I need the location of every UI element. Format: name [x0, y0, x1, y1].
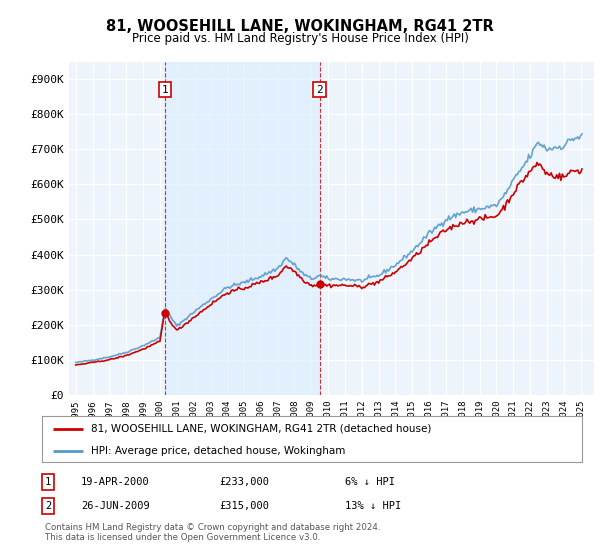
Text: 1: 1: [45, 477, 51, 487]
Text: 2: 2: [316, 85, 323, 95]
Text: £233,000: £233,000: [219, 477, 269, 487]
Text: £315,000: £315,000: [219, 501, 269, 511]
Bar: [165, 62, 320, 395]
Text: 13% ↓ HPI: 13% ↓ HPI: [345, 501, 401, 511]
Text: 2: 2: [45, 501, 51, 511]
Text: 19-APR-2000: 19-APR-2000: [81, 477, 150, 487]
Text: 81, WOOSEHILL LANE, WOKINGHAM, RG41 2TR (detached house): 81, WOOSEHILL LANE, WOKINGHAM, RG41 2TR …: [91, 424, 431, 434]
Text: Price paid vs. HM Land Registry's House Price Index (HPI): Price paid vs. HM Land Registry's House …: [131, 32, 469, 45]
Text: 26-JUN-2009: 26-JUN-2009: [81, 501, 150, 511]
Text: 6% ↓ HPI: 6% ↓ HPI: [345, 477, 395, 487]
Text: Contains HM Land Registry data © Crown copyright and database right 2024.
This d: Contains HM Land Registry data © Crown c…: [45, 523, 380, 543]
Text: 81, WOOSEHILL LANE, WOKINGHAM, RG41 2TR: 81, WOOSEHILL LANE, WOKINGHAM, RG41 2TR: [106, 19, 494, 34]
Text: HPI: Average price, detached house, Wokingham: HPI: Average price, detached house, Woki…: [91, 446, 345, 455]
Text: 1: 1: [161, 85, 168, 95]
